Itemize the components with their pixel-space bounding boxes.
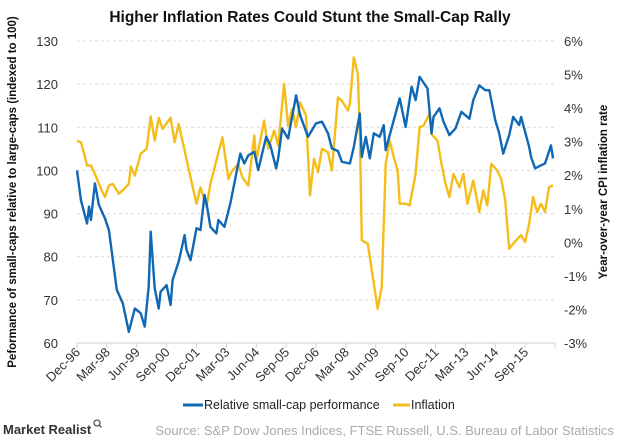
y2-tick-label: 5% [564,68,583,83]
y2-tick-label: 4% [564,101,583,116]
y-tick-label: 60 [44,336,58,351]
left-axis-title: Peformance of small-caps relative to lar… [7,16,19,368]
y2-tick-label: -1% [564,269,588,284]
x-tick-label: Mar-03 [193,345,233,385]
x-axis-ticks: Dec-96Mar-98Jun-99Sep-00Dec-01Mar-03Jun-… [43,343,556,385]
chart-title: Higher Inflation Rates Could Stunt the S… [109,9,511,26]
y2-tick-label: 1% [564,202,583,217]
y2-tick-label: 0% [564,235,583,250]
magnifier-icon [93,419,101,427]
series-line-inflation [76,56,554,310]
right-axis-title: Year-over-year CPI inflation rate [598,105,610,279]
x-tick-label: Mar-13 [432,345,472,385]
y2-tick-label: 2% [564,168,583,183]
brand-name: Market Realist [3,422,92,437]
legend-label-performance: Relative small-cap performance [204,398,380,412]
right-axis-ticks: -3% -2% -1% 0% 1% 2% 3% 4% 5% 6% [564,34,588,351]
x-tick-label: Mar-98 [73,345,113,385]
x-tick-label: Sep-15 [491,345,531,385]
y-tick-label: 100 [36,163,58,178]
series-line-relative-performance [75,75,555,333]
y-tick-label: 120 [36,77,58,92]
x-tick-label: Mar-08 [312,345,352,385]
series-lines [75,56,555,333]
y-tick-label: 90 [44,207,58,222]
gridlines [77,40,555,301]
y2-tick-label: -3% [564,336,588,351]
source-note: Source: S&P Dow Jones Indices, FTSE Russ… [155,423,614,438]
y-tick-label: 130 [36,34,58,49]
brand-logo: Market Realist [3,419,102,437]
y2-tick-label: 3% [564,135,583,150]
magnifier-handle [98,424,102,428]
x-tick-label: Sep-10 [371,345,411,385]
y-tick-label: 110 [37,120,58,135]
legend: Relative small-cap performance Inflation [183,398,455,412]
left-axis-ticks: 60 70 80 90 100 110 120 130 [36,34,58,351]
y-tick-label: 80 [44,250,58,265]
y2-tick-label: -2% [564,302,588,317]
y2-tick-label: 6% [564,34,583,49]
legend-label-inflation: Inflation [411,398,455,412]
y-tick-label: 70 [44,293,58,308]
